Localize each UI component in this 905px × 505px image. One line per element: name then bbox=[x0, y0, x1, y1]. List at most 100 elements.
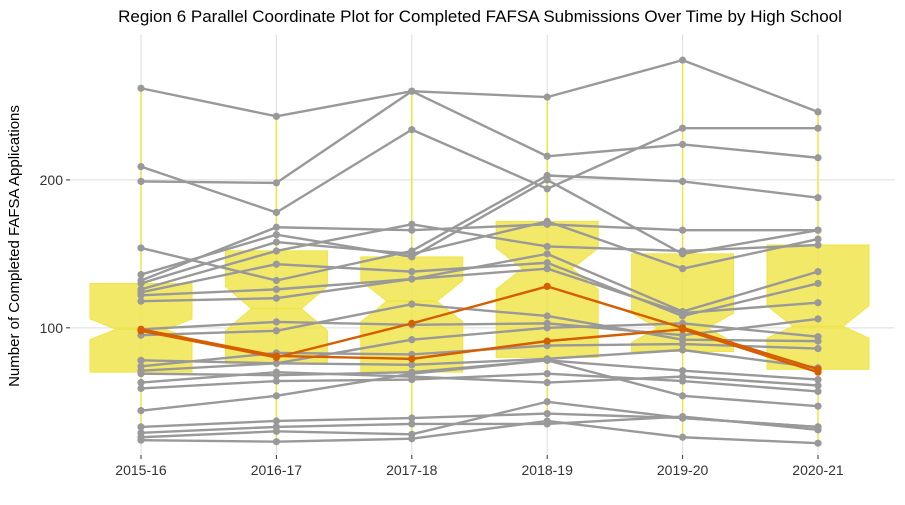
data-point bbox=[679, 177, 687, 186]
data-point bbox=[679, 226, 687, 234]
data-point bbox=[543, 312, 551, 320]
data-point bbox=[814, 333, 822, 341]
data-point bbox=[543, 217, 551, 225]
data-point bbox=[272, 427, 280, 435]
data-point bbox=[543, 409, 551, 418]
data-point bbox=[272, 276, 280, 285]
data-point bbox=[814, 124, 822, 132]
series-line bbox=[140, 317, 819, 337]
data-point bbox=[272, 112, 280, 120]
data-point bbox=[408, 375, 416, 384]
data-point bbox=[543, 265, 551, 273]
data-point bbox=[408, 220, 416, 228]
data-point bbox=[272, 438, 280, 446]
data-point bbox=[814, 154, 822, 162]
data-point bbox=[679, 433, 687, 441]
data-point bbox=[272, 208, 280, 217]
data-point bbox=[272, 260, 280, 268]
data-point bbox=[543, 259, 551, 267]
data-point bbox=[137, 177, 145, 186]
data-point bbox=[137, 84, 145, 92]
data-point bbox=[272, 179, 280, 187]
data-point bbox=[814, 402, 822, 410]
data-point bbox=[137, 279, 145, 288]
data-point bbox=[272, 247, 280, 255]
data-point bbox=[137, 297, 145, 305]
series-line bbox=[140, 126, 818, 214]
data-point bbox=[137, 378, 145, 387]
series-line bbox=[140, 348, 819, 372]
x-tick-label: 2016-17 bbox=[251, 462, 303, 478]
data-point bbox=[408, 268, 416, 276]
data-point bbox=[137, 384, 145, 393]
data-point bbox=[408, 87, 416, 95]
highlight-data-point bbox=[543, 337, 551, 345]
data-point bbox=[137, 407, 145, 415]
data-point bbox=[679, 265, 687, 273]
data-point bbox=[814, 241, 822, 249]
series-layer bbox=[137, 56, 822, 447]
highlight-series-line bbox=[140, 328, 819, 374]
x-tick-label: 2018-19 bbox=[522, 462, 574, 478]
chart-title: Region 6 Parallel Coordinate Plot for Co… bbox=[118, 7, 842, 26]
data-point bbox=[272, 327, 280, 335]
data-point bbox=[137, 270, 145, 279]
series-line bbox=[140, 252, 819, 313]
highlight-data-point bbox=[814, 368, 822, 376]
x-tick-label: 2015-16 bbox=[115, 462, 167, 478]
data-point bbox=[408, 361, 416, 369]
series-line bbox=[140, 89, 819, 185]
data-point bbox=[272, 223, 280, 231]
data-point bbox=[137, 436, 145, 444]
highlight-data-point bbox=[272, 352, 280, 360]
series-line bbox=[140, 322, 819, 365]
data-point bbox=[408, 226, 416, 234]
data-point bbox=[408, 435, 416, 443]
series-line bbox=[140, 419, 819, 445]
data-point bbox=[543, 242, 551, 251]
data-point bbox=[137, 244, 145, 252]
data-point bbox=[679, 140, 687, 149]
data-point bbox=[814, 108, 822, 116]
data-point bbox=[543, 185, 551, 193]
data-point bbox=[272, 417, 280, 425]
data-point bbox=[679, 377, 687, 385]
data-point bbox=[679, 124, 687, 132]
data-point bbox=[408, 250, 416, 258]
data-point bbox=[272, 294, 280, 302]
series-line bbox=[140, 174, 819, 282]
highlight-data-point bbox=[408, 355, 416, 363]
tick-layer: 100 200 2015-16 2016-17 2017-18 2018-19 2019-2… bbox=[40, 172, 844, 478]
series-line bbox=[140, 267, 819, 315]
data-point bbox=[679, 392, 687, 400]
data-point bbox=[679, 367, 687, 375]
data-point bbox=[814, 423, 822, 431]
data-point bbox=[543, 370, 551, 378]
data-point bbox=[543, 93, 551, 101]
data-point bbox=[272, 318, 280, 326]
data-point bbox=[408, 275, 416, 283]
x-tick-label: 2017-18 bbox=[386, 462, 438, 478]
data-point bbox=[814, 268, 822, 276]
data-point bbox=[137, 370, 145, 378]
data-point bbox=[814, 344, 822, 353]
data-point bbox=[408, 300, 416, 308]
data-point bbox=[814, 387, 822, 396]
data-point bbox=[814, 315, 822, 323]
data-point bbox=[679, 309, 687, 317]
data-point bbox=[814, 381, 822, 390]
data-point bbox=[272, 359, 280, 367]
series-line bbox=[140, 220, 819, 285]
data-point bbox=[814, 194, 822, 202]
series-line bbox=[140, 359, 819, 412]
y-tick-label: 100 bbox=[40, 320, 64, 336]
series-line bbox=[140, 58, 819, 118]
data-point bbox=[679, 346, 687, 354]
data-point bbox=[408, 336, 416, 344]
series-line bbox=[140, 400, 819, 439]
x-tick-label: 2019-20 bbox=[657, 462, 709, 478]
data-point bbox=[137, 163, 145, 171]
data-point bbox=[408, 370, 416, 378]
data-point bbox=[814, 439, 822, 447]
